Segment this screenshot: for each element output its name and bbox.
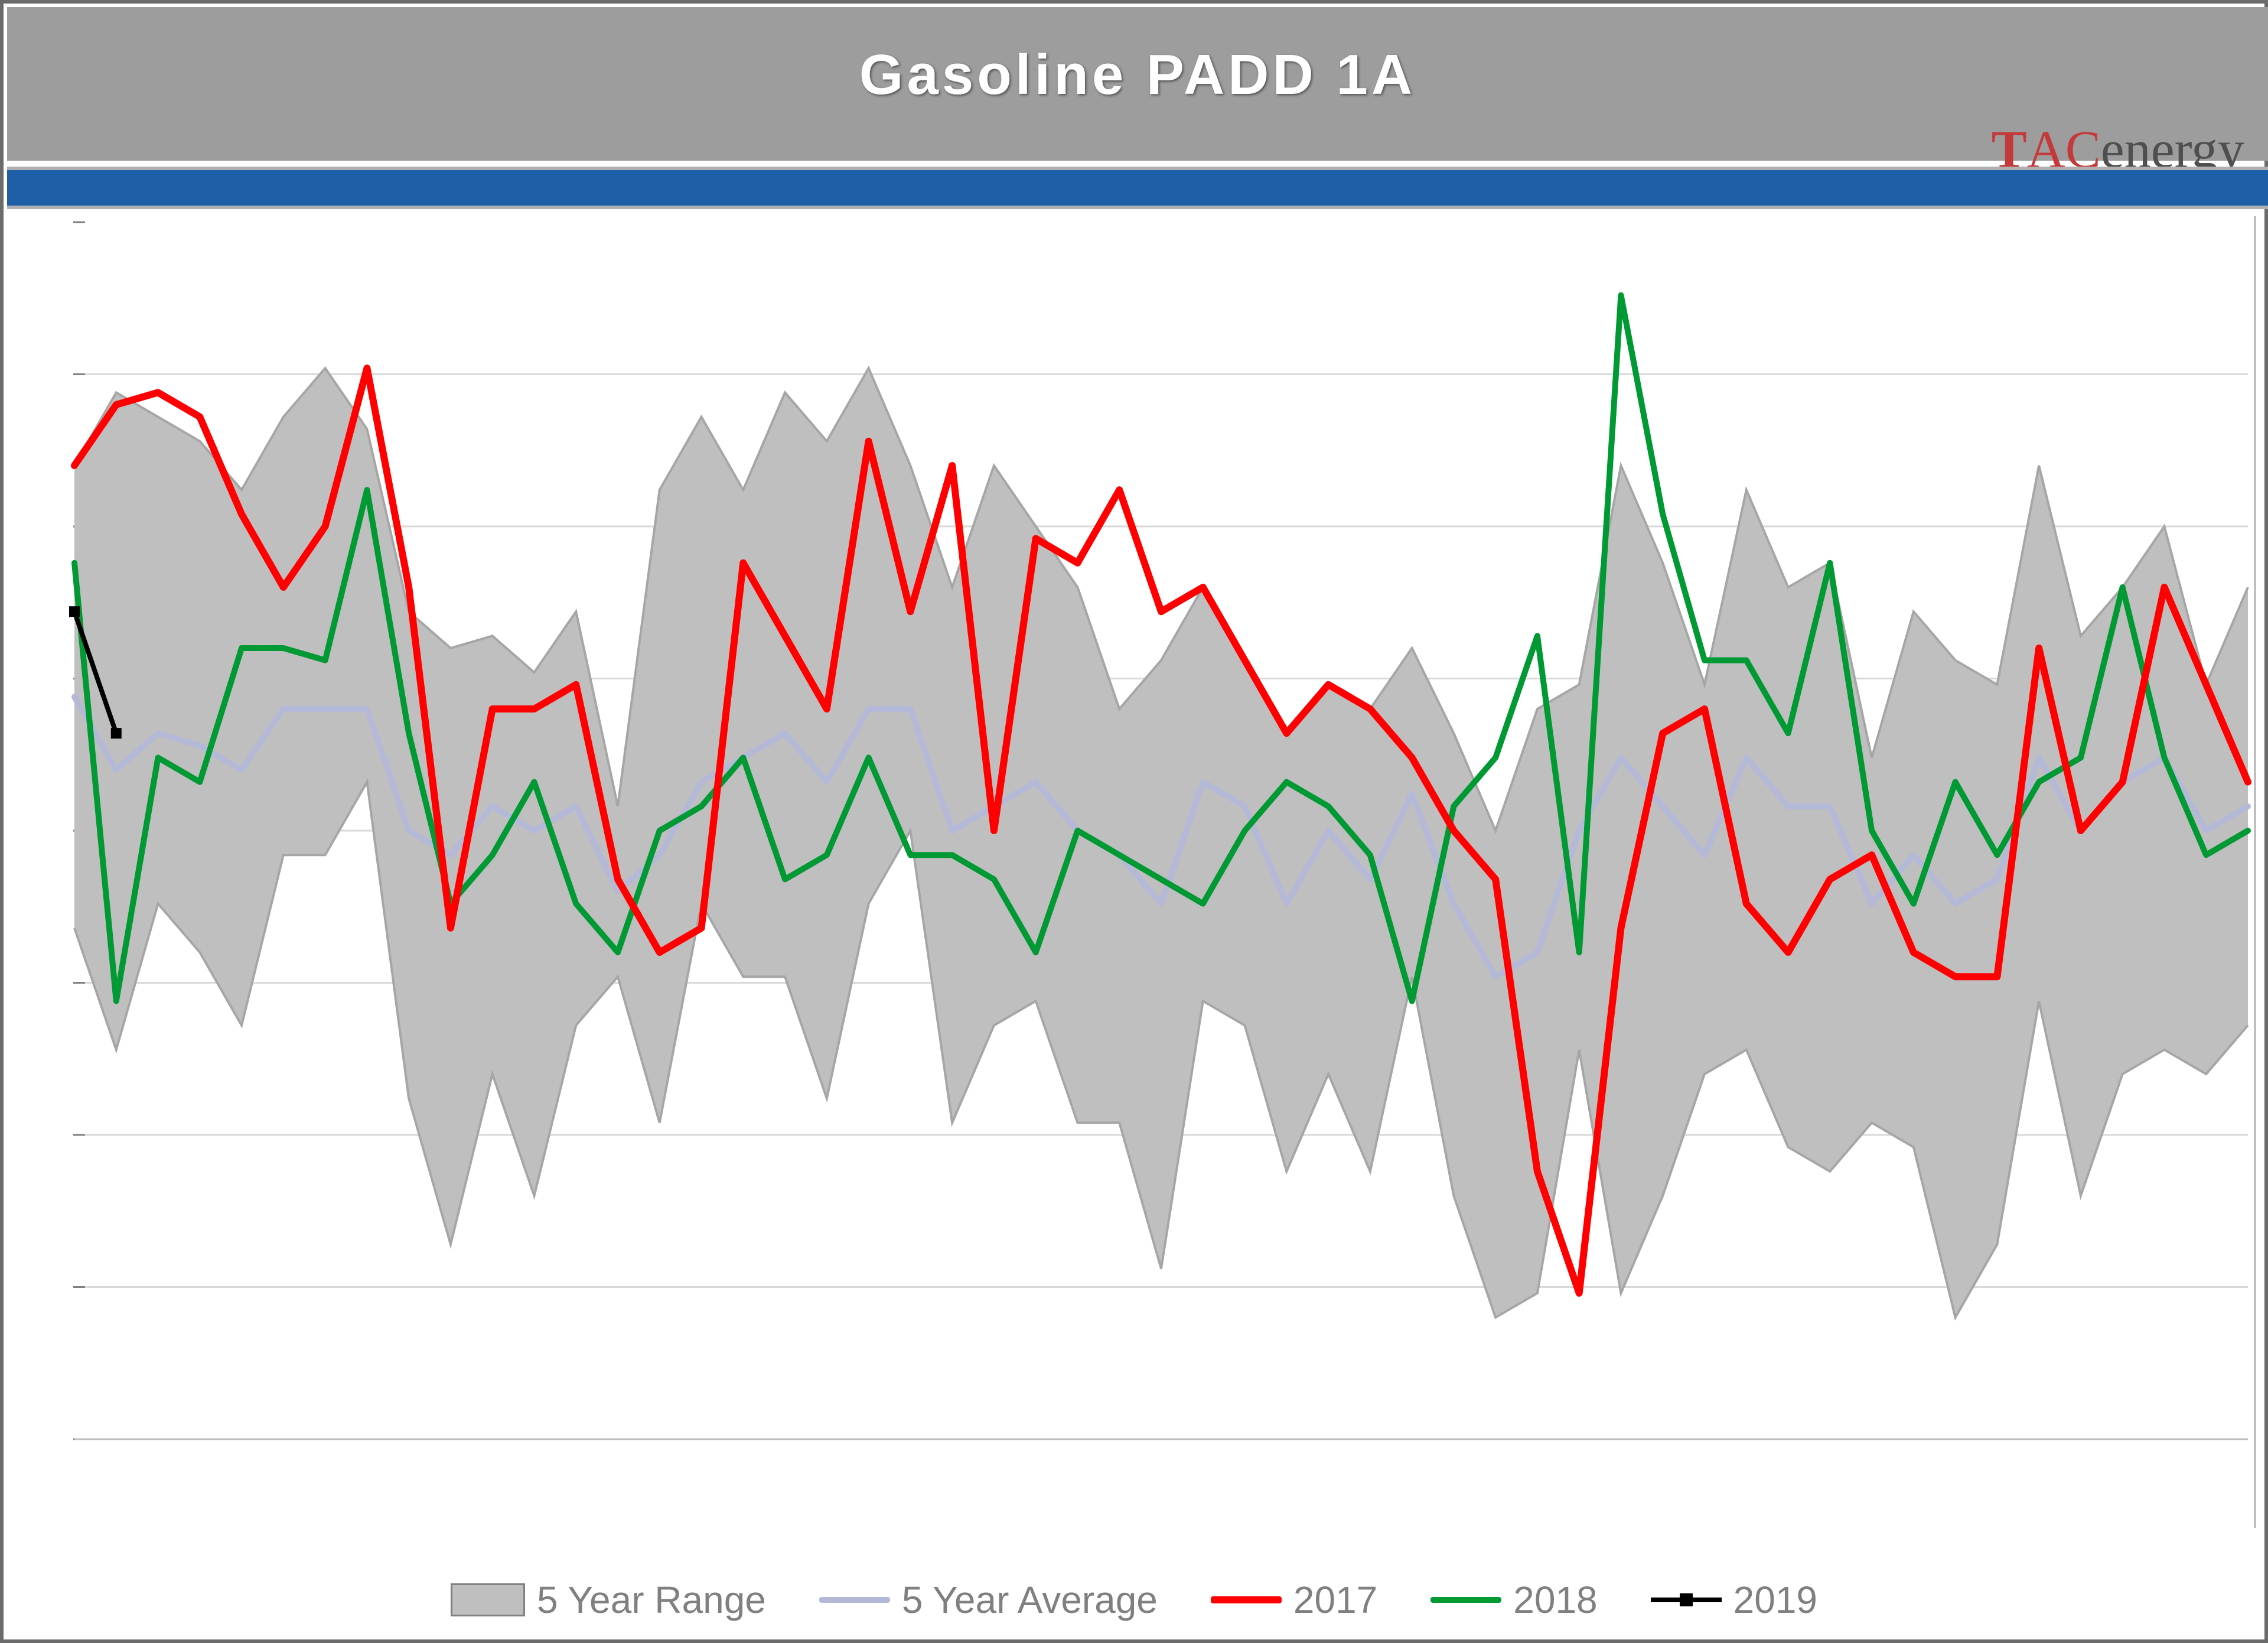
y2018-swatch-icon — [1430, 1597, 1501, 1603]
accent-band — [7, 167, 2268, 209]
y2017-swatch-icon — [1211, 1596, 1282, 1603]
legend: 5 Year Range 5 Year Average 2017 2018 20… — [451, 1578, 1817, 1622]
range-swatch-icon — [451, 1583, 525, 1616]
avg-swatch-icon — [819, 1597, 890, 1603]
title-band: Gasoline PADD 1A TACenergy — [7, 7, 2268, 161]
legend-label-range: 5 Year Range — [537, 1578, 766, 1622]
legend-item-2018: 2018 — [1430, 1578, 1597, 1622]
legend-item-range: 5 Year Range — [451, 1578, 766, 1622]
legend-item-2017: 2017 — [1211, 1578, 1377, 1622]
legend-item-2019: 2019 — [1651, 1578, 1817, 1622]
legend-item-avg: 5 Year Average — [819, 1578, 1158, 1622]
legend-label-avg: 5 Year Average — [902, 1578, 1158, 1622]
chart-title: Gasoline PADD 1A — [7, 43, 2268, 108]
chart-svg — [69, 216, 2254, 1528]
chart-frame: Gasoline PADD 1A TACenergy 5 Year Range … — [0, 0, 2268, 1643]
legend-label-2019: 2019 — [1733, 1578, 1817, 1622]
legend-label-2018: 2018 — [1513, 1578, 1597, 1622]
plot-area — [69, 216, 2256, 1528]
legend-label-2017: 2017 — [1293, 1578, 1377, 1622]
y2019-swatch-icon — [1651, 1598, 1722, 1602]
